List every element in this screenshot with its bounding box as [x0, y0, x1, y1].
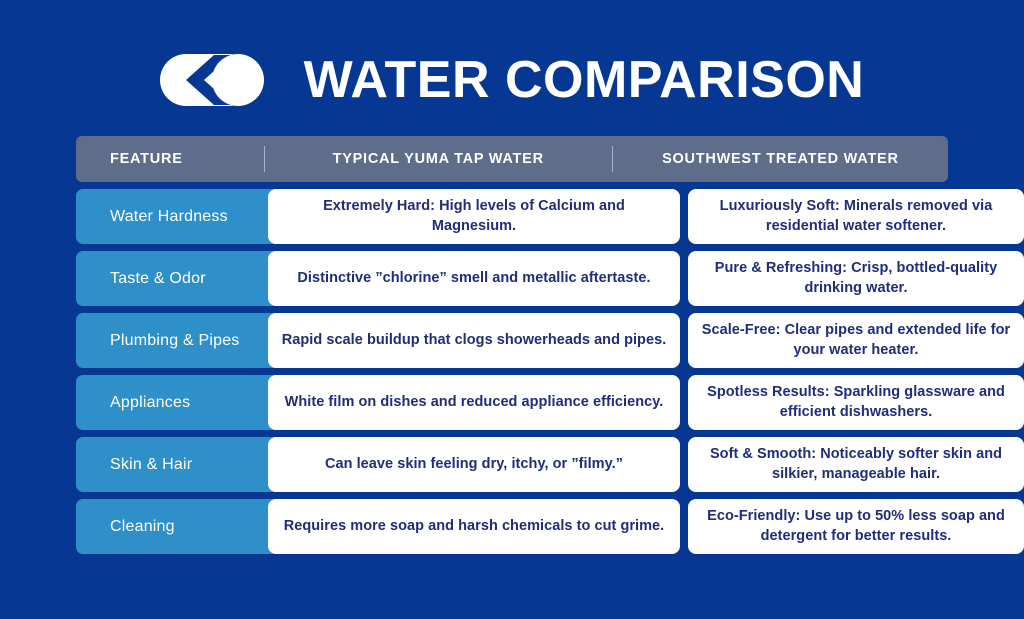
- tap-water-cell: Requires more soap and harsh chemicals t…: [268, 499, 680, 554]
- treated-water-text: Eco-Friendly: Use up to 50% less soap an…: [707, 508, 1005, 544]
- table-row: Water Hardness Extremely Hard: High leve…: [76, 189, 1024, 244]
- tap-water-cell: Extremely Hard: High levels of Calcium a…: [268, 189, 680, 244]
- table-row: Skin & Hair Can leave skin feeling dry, …: [76, 437, 1024, 492]
- tap-water-text: Distinctive ”chlorine” smell and metalli…: [297, 269, 651, 286]
- feature-arrow: Skin & Hair: [76, 437, 326, 492]
- feature-label: Plumbing & Pipes: [110, 331, 240, 349]
- feature-label: Skin & Hair: [110, 455, 193, 473]
- table-row: Appliances White film on dishes and redu…: [76, 375, 1024, 430]
- tap-water-text: Extremely Hard: High levels of Calcium a…: [323, 198, 625, 234]
- column-header-tap-water: TYPICAL YUMA TAP WATER: [332, 151, 544, 167]
- treated-water-text: Soft & Smooth: Noticeably softer skin an…: [709, 446, 1003, 482]
- tap-water-cell: Can leave skin feeling dry, itchy, or ”f…: [268, 437, 680, 492]
- column-header-treated-water: SOUTHWEST TREATED WATER: [662, 151, 899, 167]
- tap-water-cell: White film on dishes and reduced applian…: [268, 375, 680, 430]
- page-title: WATER COMPARISON: [303, 51, 865, 109]
- feature-label: Cleaning: [110, 517, 175, 535]
- tap-water-text: White film on dishes and reduced applian…: [284, 393, 664, 410]
- treated-water-text: Pure & Refreshing: Crisp, bottled-qualit…: [714, 260, 998, 296]
- tap-water-text: Requires more soap and harsh chemicals t…: [283, 517, 665, 534]
- treated-water-cell: Scale-Free: Clear pipes and extended lif…: [688, 313, 1024, 368]
- column-header-feature: FEATURE: [110, 151, 183, 167]
- treated-water-cell: Soft & Smooth: Noticeably softer skin an…: [688, 437, 1024, 492]
- table-header-row: FEATURE TYPICAL YUMA TAP WATER SOUTHWEST…: [76, 136, 948, 182]
- header: WATER COMPARISON: [0, 44, 1024, 116]
- header-divider: [611, 146, 613, 172]
- table-row: Cleaning Requires more soap and harsh ch…: [76, 499, 1024, 554]
- treated-water-cell: Luxuriously Soft: Minerals removed via r…: [688, 189, 1024, 244]
- treated-water-text: Luxuriously Soft: Minerals removed via r…: [719, 198, 993, 234]
- tap-water-text: Can leave skin feeling dry, itchy, or ”f…: [324, 455, 624, 472]
- comparison-table: FEATURE TYPICAL YUMA TAP WATER SOUTHWEST…: [76, 136, 1024, 554]
- treated-water-cell: Spotless Results: Sparkling glassware an…: [688, 375, 1024, 430]
- treated-water-text: Spotless Results: Sparkling glassware an…: [707, 384, 1005, 420]
- tap-water-text: Rapid scale buildup that clogs showerhea…: [281, 331, 667, 348]
- feature-label: Appliances: [110, 393, 191, 411]
- tap-water-cell: Distinctive ”chlorine” smell and metalli…: [268, 251, 680, 306]
- feature-label: Water Hardness: [110, 207, 228, 225]
- feature-label: Taste & Odor: [110, 269, 206, 287]
- table-row: Taste & Odor Distinctive ”chlorine” smel…: [76, 251, 1024, 306]
- treated-water-text: Scale-Free: Clear pipes and extended lif…: [701, 322, 1011, 358]
- treated-water-cell: Eco-Friendly: Use up to 50% less soap an…: [688, 499, 1024, 554]
- tap-water-cell: Rapid scale buildup that clogs showerhea…: [268, 313, 680, 368]
- chevron-pill-logo-icon: [159, 54, 264, 106]
- table-row: Plumbing & Pipes Rapid scale buildup tha…: [76, 313, 1024, 368]
- header-divider: [263, 146, 265, 172]
- treated-water-cell: Pure & Refreshing: Crisp, bottled-qualit…: [688, 251, 1024, 306]
